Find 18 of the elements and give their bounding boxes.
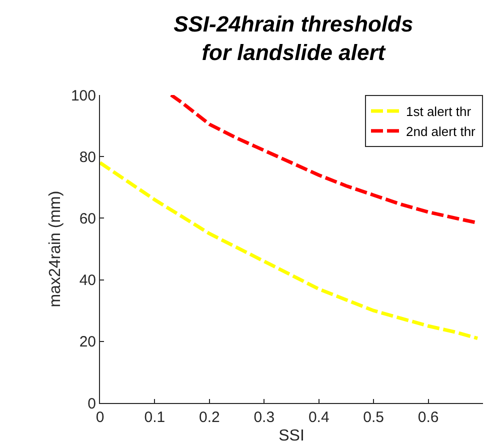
x-axis-title: SSI bbox=[278, 428, 304, 445]
y-axis-title: max24rain (mm) bbox=[46, 190, 64, 308]
line-series bbox=[100, 161, 480, 340]
legend-label: 2nd alert thr bbox=[406, 124, 476, 139]
y-tick-label: 40 bbox=[79, 272, 96, 290]
x-tick-label: 0.6 bbox=[418, 409, 439, 426]
chart-title: SSI-24hrain thresholds for landslide alert bbox=[174, 11, 414, 65]
legend-label: 1st alert thr bbox=[406, 104, 472, 120]
y-tick-label: 80 bbox=[79, 148, 96, 166]
x-tick-label: 0.2 bbox=[199, 409, 220, 426]
x-tick-label: 0.5 bbox=[363, 409, 384, 426]
y-tick-label: 100 bbox=[70, 87, 96, 104]
y-tick-label: 20 bbox=[79, 334, 96, 351]
x-tick-label: 0.4 bbox=[308, 409, 330, 426]
y-tick-label: 60 bbox=[79, 210, 96, 228]
y-tick-label: 0 bbox=[88, 395, 96, 412]
x-tick-label: 0.3 bbox=[254, 409, 275, 426]
x-tick-label: 0.1 bbox=[144, 409, 166, 426]
